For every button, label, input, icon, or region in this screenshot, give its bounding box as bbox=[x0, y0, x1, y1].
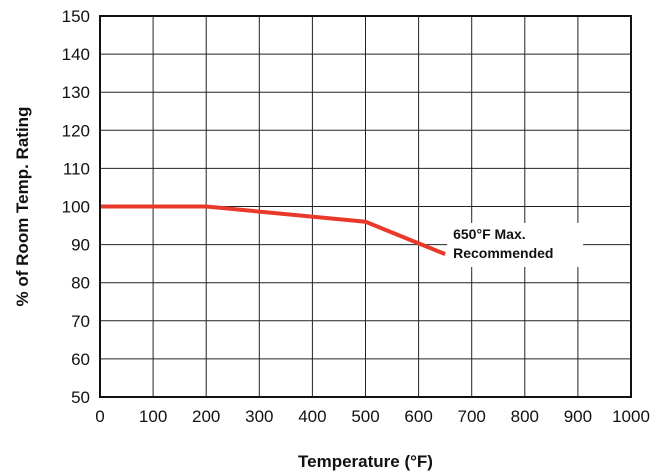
y-tick-label-110: 110 bbox=[63, 159, 90, 178]
x-tick-label-400: 400 bbox=[298, 407, 326, 426]
annotations: 650°F Max. Recommended bbox=[447, 222, 584, 267]
y-tick-label-100: 100 bbox=[62, 198, 90, 217]
x-axis-title: Temperature (°F) bbox=[298, 452, 433, 471]
y-tick-label-70: 70 bbox=[71, 312, 90, 331]
x-tick-label-100: 100 bbox=[139, 407, 167, 426]
plot-frame bbox=[99, 15, 632, 398]
y-tick-label-60: 60 bbox=[71, 350, 90, 369]
y-tick-label-130: 130 bbox=[62, 83, 90, 102]
y-tick-label-120: 120 bbox=[62, 121, 90, 140]
x-tick-label-1000: 1000 bbox=[612, 407, 650, 426]
y-tick-label-80: 80 bbox=[71, 274, 90, 293]
y-tick-label-140: 140 bbox=[62, 45, 90, 64]
data-series bbox=[99, 204, 446, 256]
x-tick-label-800: 800 bbox=[511, 407, 539, 426]
x-tick-label-0: 0 bbox=[95, 407, 104, 426]
x-tick-label-700: 700 bbox=[458, 407, 486, 426]
x-tick-label-300: 300 bbox=[245, 407, 273, 426]
x-tick-label-200: 200 bbox=[192, 407, 220, 426]
y-tick-label-90: 90 bbox=[71, 236, 90, 255]
annotation-line2-0: Recommended bbox=[453, 245, 553, 261]
x-tick-label-900: 900 bbox=[564, 407, 592, 426]
y-axis-title: % of Room Temp. Rating bbox=[13, 107, 32, 307]
x-tick-label-600: 600 bbox=[404, 407, 432, 426]
annotation-background-0 bbox=[447, 222, 584, 267]
y-tick-label-150: 150 bbox=[62, 7, 90, 26]
tick-labels: 0 100 200 300 400 500 600 700 800 900 1000 50 60 70 80… bbox=[62, 7, 650, 426]
x-tick-label-500: 500 bbox=[351, 407, 379, 426]
y-tick-label-50: 50 bbox=[71, 388, 90, 407]
annotation-line1-0: 650°F Max. bbox=[453, 226, 526, 242]
series-line-0 bbox=[100, 204, 446, 256]
